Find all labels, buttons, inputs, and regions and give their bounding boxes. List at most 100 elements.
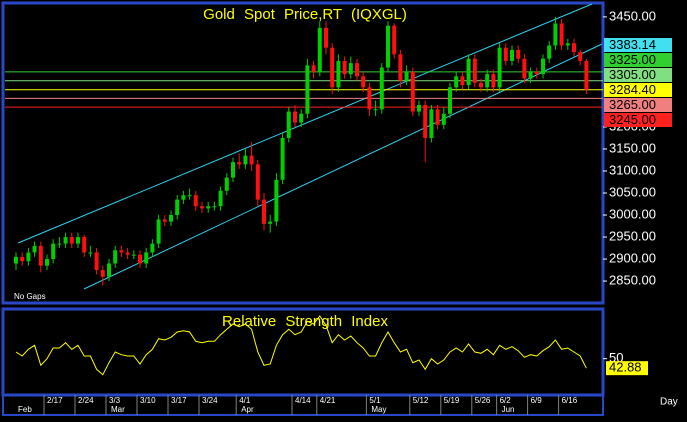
candle-body xyxy=(441,113,446,125)
gap-note: No Gaps xyxy=(14,292,46,301)
candle-body xyxy=(63,237,68,244)
candle-body xyxy=(193,195,198,207)
candle-body xyxy=(262,199,266,224)
date-axis-frame xyxy=(2,394,604,416)
candle-body xyxy=(162,219,167,222)
month-label: Jun xyxy=(502,405,515,414)
candle-body xyxy=(404,71,409,81)
y-tick-label: 2950.00 xyxy=(609,228,656,243)
y-tick-label: 2900.00 xyxy=(609,250,656,265)
candle-body xyxy=(565,43,570,46)
candle-body xyxy=(255,164,260,200)
price-label-box xyxy=(604,113,672,127)
x-tick-label: 5/1 xyxy=(369,396,381,405)
candle-body xyxy=(361,76,366,88)
candle-body xyxy=(547,45,552,59)
candle-body xyxy=(497,47,502,88)
candle-body xyxy=(237,162,242,165)
candle-body xyxy=(423,104,428,138)
candle-body xyxy=(280,137,285,180)
candle-body xyxy=(181,195,186,200)
candle-body xyxy=(410,71,415,112)
candle-body xyxy=(200,206,204,209)
candle-body xyxy=(503,47,508,61)
candle-body xyxy=(20,256,25,262)
candle-body xyxy=(330,47,335,88)
y-tick-label: 3000.00 xyxy=(609,206,656,221)
candle-body xyxy=(466,58,471,86)
candle-body xyxy=(448,87,452,114)
candle-body xyxy=(26,252,31,262)
candle-body xyxy=(32,245,37,253)
candle-body xyxy=(231,162,235,178)
candle-body xyxy=(429,109,434,138)
candle-body xyxy=(212,206,217,208)
candle-body xyxy=(578,52,583,61)
candle-body xyxy=(45,259,49,266)
candle-body xyxy=(541,58,545,75)
x-tick-label: 2/24 xyxy=(78,396,94,405)
candle-body xyxy=(305,65,310,114)
price-label-box xyxy=(604,98,672,112)
candle-body xyxy=(94,252,99,271)
rsi-title: Relative Strength Index xyxy=(222,313,388,330)
x-tick-label: 3/24 xyxy=(202,396,218,405)
x-tick-label: 2/17 xyxy=(47,396,63,405)
candle-body xyxy=(373,109,378,111)
candle-body xyxy=(286,111,291,138)
candle-body xyxy=(169,215,173,222)
candle-body xyxy=(14,256,18,264)
candle-body xyxy=(144,252,149,264)
candle-body xyxy=(485,74,490,88)
month-label: Apr xyxy=(241,405,254,414)
candle-body xyxy=(472,58,477,83)
x-unit: Day xyxy=(660,397,678,408)
plot-layer: 3450.003200.003150.003100.003050.003000.… xyxy=(5,8,672,415)
price-label-box xyxy=(604,83,672,97)
x-tick-label: 5/12 xyxy=(413,396,429,405)
candle-body xyxy=(336,60,341,88)
candle-body xyxy=(150,243,155,253)
candle-body xyxy=(317,27,322,72)
candle-body xyxy=(522,58,527,79)
candle-body xyxy=(156,219,161,244)
candle-body xyxy=(119,250,124,253)
candle-body xyxy=(528,71,533,79)
candle-body xyxy=(293,111,297,123)
price-label: 3265.00 xyxy=(609,97,656,112)
candle-body xyxy=(348,63,353,75)
channel-lower xyxy=(83,43,603,290)
y-tick-label: 2850.00 xyxy=(609,273,656,288)
x-tick-label: 5/19 xyxy=(444,396,460,405)
x-tick-label: 4/1 xyxy=(239,396,251,405)
y-tick-label: 3100.00 xyxy=(609,162,656,177)
candle-body xyxy=(510,49,514,61)
x-tick-label: 6/9 xyxy=(531,396,543,405)
candle-body xyxy=(69,237,74,244)
channel-upper xyxy=(17,3,593,244)
chart-title: Gold Spot Price,RT (IQXGL) xyxy=(203,6,407,23)
candle-body xyxy=(243,155,248,165)
candle-body xyxy=(82,237,87,253)
x-tick-label: 3/17 xyxy=(171,396,187,405)
price-label-box xyxy=(604,68,672,82)
candle-body xyxy=(386,25,390,68)
x-tick-label: 6/16 xyxy=(562,396,578,405)
candle-body xyxy=(572,43,576,53)
candle-body xyxy=(299,113,304,123)
price-label-box xyxy=(604,53,672,67)
candle-body xyxy=(175,199,180,216)
candle-body xyxy=(454,76,459,88)
candle-body xyxy=(88,252,93,254)
candle-body xyxy=(138,254,142,264)
candle-body xyxy=(311,65,316,72)
candle-body xyxy=(125,252,130,255)
candle-body xyxy=(113,250,118,264)
y-tick-label: 3450.00 xyxy=(609,8,656,23)
price-panel-frame xyxy=(1,1,605,305)
candle-body xyxy=(392,25,397,55)
price-label-box xyxy=(604,38,672,52)
